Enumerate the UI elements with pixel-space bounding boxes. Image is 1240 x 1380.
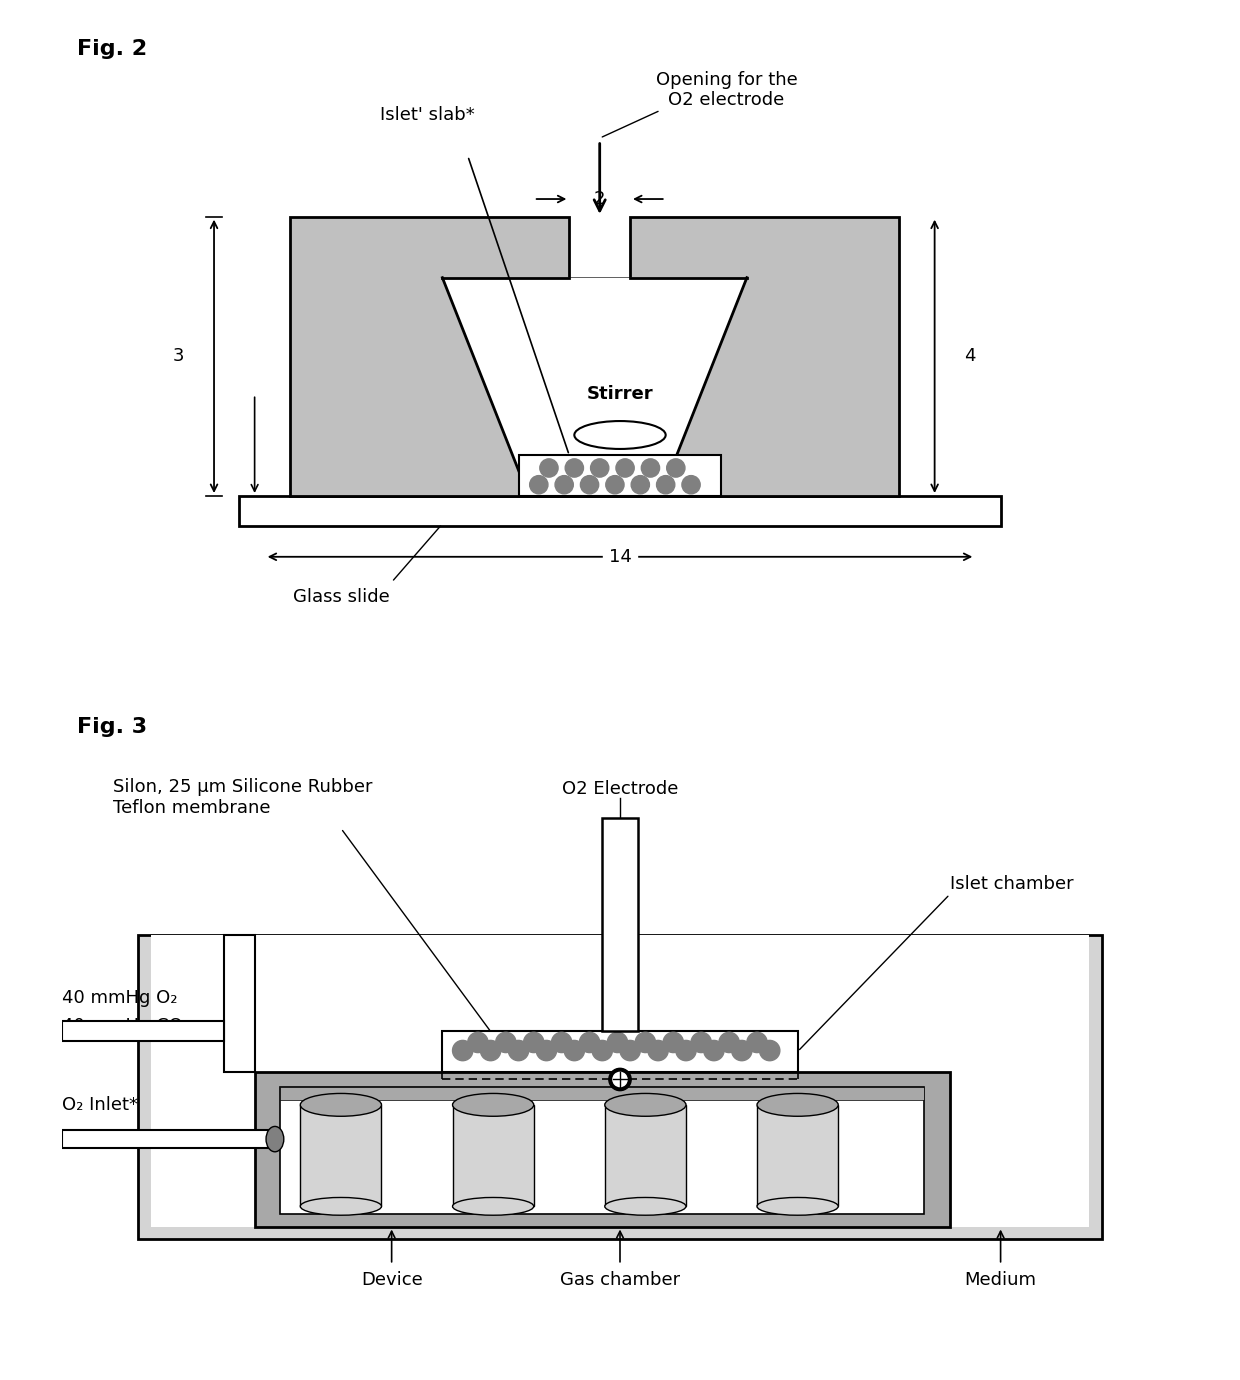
Text: Islet chamber: Islet chamber: [950, 875, 1074, 893]
Circle shape: [480, 1041, 501, 1061]
Circle shape: [663, 1032, 683, 1053]
FancyBboxPatch shape: [605, 1105, 686, 1206]
Circle shape: [536, 1041, 557, 1061]
Circle shape: [606, 476, 624, 494]
FancyBboxPatch shape: [224, 934, 254, 1072]
Circle shape: [565, 458, 584, 477]
Text: Islet' slab*: Islet' slab*: [379, 106, 475, 124]
Circle shape: [656, 476, 675, 494]
FancyBboxPatch shape: [300, 1105, 382, 1206]
Circle shape: [453, 1041, 472, 1061]
Circle shape: [579, 1032, 600, 1053]
Ellipse shape: [605, 1198, 686, 1216]
Text: Stirrer: Stirrer: [587, 385, 653, 403]
Text: Gas chamber: Gas chamber: [560, 1271, 680, 1289]
Circle shape: [616, 458, 634, 477]
Text: 40 mmHg CO₂: 40 mmHg CO₂: [62, 1017, 190, 1035]
Text: Device: Device: [361, 1271, 423, 1289]
FancyBboxPatch shape: [239, 495, 1001, 526]
Text: 40 mmHg O₂: 40 mmHg O₂: [62, 989, 177, 1007]
Circle shape: [508, 1041, 528, 1061]
Ellipse shape: [756, 1198, 838, 1216]
Text: 2: 2: [594, 190, 605, 208]
FancyBboxPatch shape: [150, 934, 1090, 948]
Ellipse shape: [605, 1093, 686, 1116]
Circle shape: [590, 458, 609, 477]
Circle shape: [580, 476, 599, 494]
Circle shape: [682, 476, 701, 494]
FancyBboxPatch shape: [62, 1021, 224, 1042]
Text: Glass slide: Glass slide: [293, 588, 389, 606]
Circle shape: [746, 1032, 768, 1053]
Circle shape: [719, 1032, 739, 1053]
Text: 4: 4: [965, 348, 976, 366]
Text: Fig. 3: Fig. 3: [77, 716, 148, 737]
Circle shape: [613, 1072, 627, 1086]
FancyBboxPatch shape: [138, 934, 1102, 1239]
Circle shape: [467, 1032, 489, 1053]
Circle shape: [631, 476, 650, 494]
Circle shape: [641, 458, 660, 477]
FancyBboxPatch shape: [453, 1105, 533, 1206]
Polygon shape: [290, 217, 899, 495]
Text: O2 Electrode: O2 Electrode: [562, 780, 678, 798]
FancyBboxPatch shape: [518, 455, 722, 495]
Text: Fig. 2: Fig. 2: [77, 39, 148, 59]
FancyBboxPatch shape: [280, 1087, 925, 1214]
Circle shape: [591, 1041, 613, 1061]
Circle shape: [667, 458, 684, 477]
Text: 14: 14: [609, 548, 631, 566]
Ellipse shape: [453, 1093, 533, 1116]
Circle shape: [732, 1041, 751, 1061]
Circle shape: [523, 1032, 544, 1053]
Text: Opening for the
O2 electrode: Opening for the O2 electrode: [656, 70, 797, 109]
Circle shape: [691, 1032, 712, 1053]
Circle shape: [676, 1041, 696, 1061]
Ellipse shape: [300, 1093, 382, 1116]
FancyBboxPatch shape: [756, 1105, 838, 1206]
Text: Medium: Medium: [965, 1271, 1037, 1289]
FancyBboxPatch shape: [62, 1130, 280, 1148]
Circle shape: [564, 1041, 584, 1061]
Circle shape: [552, 1032, 572, 1053]
Text: Silon, 25 μm Silicone Rubber
Teflon membrane: Silon, 25 μm Silicone Rubber Teflon memb…: [113, 778, 372, 817]
Ellipse shape: [756, 1093, 838, 1116]
Ellipse shape: [453, 1198, 533, 1216]
Circle shape: [556, 476, 573, 494]
Circle shape: [635, 1032, 656, 1053]
Ellipse shape: [300, 1198, 382, 1216]
Circle shape: [649, 1041, 668, 1061]
FancyBboxPatch shape: [150, 948, 1090, 1227]
Text: O₂ Inlet*: O₂ Inlet*: [62, 1096, 138, 1114]
Circle shape: [620, 1041, 640, 1061]
FancyBboxPatch shape: [603, 818, 637, 1031]
Circle shape: [529, 476, 548, 494]
Circle shape: [609, 1068, 631, 1090]
Polygon shape: [443, 277, 746, 495]
Circle shape: [608, 1032, 627, 1053]
Text: 3: 3: [172, 348, 185, 366]
FancyBboxPatch shape: [443, 1031, 797, 1072]
FancyBboxPatch shape: [280, 1087, 925, 1100]
FancyBboxPatch shape: [254, 1072, 950, 1227]
Circle shape: [496, 1032, 516, 1053]
Circle shape: [704, 1041, 724, 1061]
Circle shape: [760, 1041, 780, 1061]
Ellipse shape: [267, 1126, 284, 1152]
Ellipse shape: [574, 421, 666, 448]
Circle shape: [539, 458, 558, 477]
